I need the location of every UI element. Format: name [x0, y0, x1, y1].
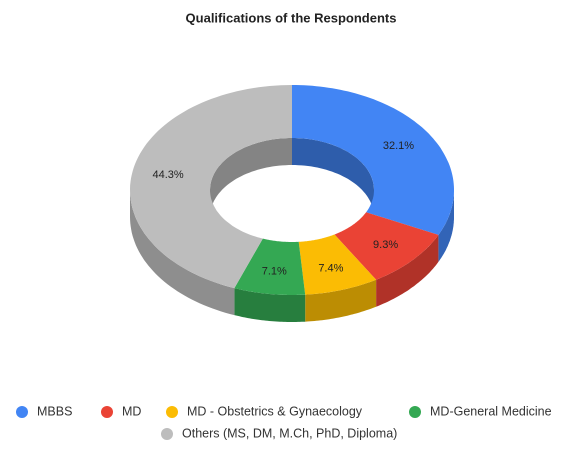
- slice: [130, 85, 292, 289]
- pie: 32.1% 9.3% 7.4% 7.1% 44.3%: [130, 85, 454, 322]
- value-label: 32.1%: [383, 140, 414, 152]
- legend-label: Others (MS, DM, M.Ch, PhD, Diploma): [182, 426, 397, 440]
- value-label: 7.4%: [318, 262, 343, 274]
- slice: [334, 212, 439, 280]
- slice-side: [130, 190, 235, 316]
- slice-side: [305, 279, 377, 322]
- value-label: 7.1%: [262, 266, 287, 278]
- legend-swatch: [409, 406, 421, 418]
- slice-side: [438, 190, 454, 262]
- chart-title: Qualifications of the Respondents: [186, 10, 397, 25]
- slice-side: [376, 234, 439, 307]
- value-label: 44.3%: [152, 169, 183, 181]
- slice: [234, 238, 306, 295]
- legend-label: MD-General Medicine: [430, 404, 552, 418]
- legend-swatch: [101, 406, 113, 418]
- slice: [292, 85, 454, 235]
- slice: [298, 234, 377, 295]
- slice-side: [234, 288, 306, 322]
- slice-inner-side: [292, 138, 374, 217]
- legend-swatch: [161, 428, 173, 440]
- legend: MBBS MD MD - Obstetrics & Gynaecology MD-Ge…: [16, 404, 552, 440]
- legend-label: MD - Obstetrics & Gynaecology: [187, 404, 363, 418]
- legend-swatch: [166, 406, 178, 418]
- slice-inner-side: [210, 138, 292, 217]
- legend-label: MBBS: [37, 404, 72, 418]
- legend-label: MD: [122, 404, 141, 418]
- value-label: 9.3%: [373, 239, 398, 251]
- legend-swatch: [16, 406, 28, 418]
